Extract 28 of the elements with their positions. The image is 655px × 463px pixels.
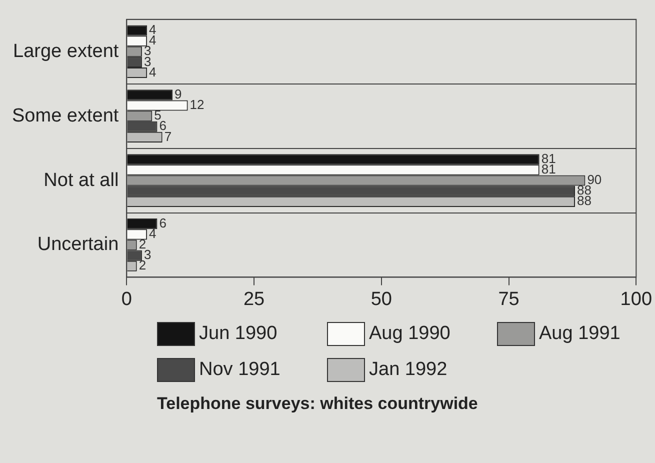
data-label: 2 xyxy=(138,236,146,252)
data-label: 4 xyxy=(149,32,156,48)
data-label: 9 xyxy=(174,86,182,102)
legend-label: Aug 1991 xyxy=(539,323,620,345)
legend-label: Jan 1992 xyxy=(369,359,448,381)
data-label: 5 xyxy=(154,108,162,123)
data-label: 2 xyxy=(138,258,146,273)
legend-label: Aug 1990 xyxy=(369,323,450,345)
data-label: 88 xyxy=(577,193,592,208)
y-tick-label: Not at all xyxy=(44,170,119,191)
y-tick-label: Some extent xyxy=(12,105,120,126)
data-label: 4 xyxy=(149,64,156,80)
text: Telephone surveys: whites countrywide xyxy=(156,393,479,414)
y-tick-label: Uncertain xyxy=(37,234,119,256)
x-tick-label: 25 xyxy=(243,288,265,310)
x-tick-label: 75 xyxy=(498,288,520,310)
data-label: 6 xyxy=(159,215,166,230)
data-label: 3 xyxy=(144,247,152,262)
data-label: 12 xyxy=(190,97,204,112)
legend-label: Nov 1991 xyxy=(199,359,280,381)
data-label: 7 xyxy=(164,128,172,144)
data-label: 4 xyxy=(149,226,156,241)
x-tick-label: 50 xyxy=(370,288,392,310)
x-tick-label: 0 xyxy=(121,288,132,310)
y-tick-label: Large extent xyxy=(13,40,120,62)
legend-label: Jun 1990 xyxy=(199,323,278,345)
data-label: 6 xyxy=(159,118,166,134)
x-tick-label: 100 xyxy=(620,288,652,310)
